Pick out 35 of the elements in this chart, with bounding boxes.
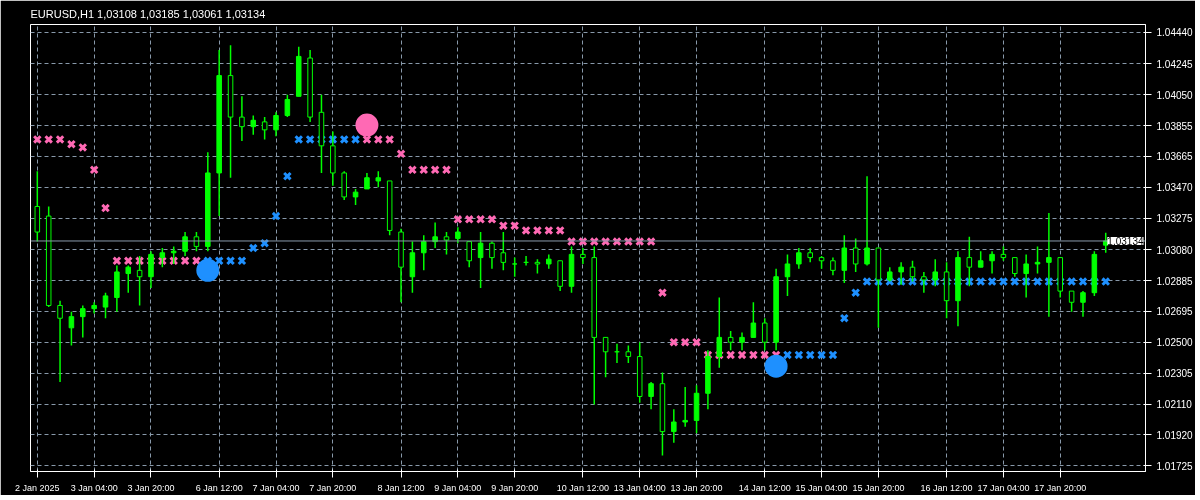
x-tick-label: 9 Jan 20:00	[491, 482, 539, 493]
y-tick-label: 1.03855	[1156, 120, 1194, 132]
y-tick-label: 1.02110	[1156, 399, 1193, 411]
y-tick-label: 1.02500	[1156, 337, 1194, 349]
y-tick-label: 1.03275	[1156, 213, 1194, 225]
y-tick-label: 1.03665	[1156, 151, 1194, 163]
x-tick-label: 8 Jan 12:00	[377, 482, 425, 493]
ref-line-label: 1.03134	[1107, 235, 1144, 247]
x-tick-label: 16 Jan 12:00	[920, 482, 973, 493]
y-tick-label: 1.02305	[1156, 368, 1194, 380]
y-tick-label: 1.02695	[1156, 306, 1194, 318]
x-tick-label: 3 Jan 04:00	[70, 482, 118, 493]
y-tick-label: 1.04440	[1156, 27, 1194, 39]
y-tick-label: 1.03470	[1156, 182, 1194, 194]
x-tick-label: 6 Jan 12:00	[195, 482, 243, 493]
chart-title: EURUSD,H1 1,03108 1,03185 1,03061 1,03134	[30, 7, 266, 20]
x-tick-label: 13 Jan 04:00	[613, 482, 666, 493]
x-tick-label: 7 Jan 20:00	[309, 482, 357, 493]
x-tick-label: 2 Jan 2025	[15, 482, 60, 493]
y-tick-label: 1.04050	[1156, 89, 1194, 101]
x-tick-label: 15 Jan 20:00	[852, 482, 905, 493]
y-tick-label: 1.02885	[1156, 275, 1194, 287]
x-tick-label: 17 Jan 20:00	[1034, 482, 1087, 493]
x-tick-label: 14 Jan 12:00	[738, 482, 791, 493]
x-tick-label: 7 Jan 04:00	[252, 482, 300, 493]
y-tick-label: 1.01725	[1156, 460, 1194, 472]
x-tick-label: 15 Jan 04:00	[795, 482, 848, 493]
x-tick-label: 9 Jan 04:00	[434, 482, 482, 493]
y-tick-label: 1.04245	[1156, 58, 1194, 70]
x-tick-label: 10 Jan 12:00	[556, 482, 609, 493]
y-tick-label: 1.01920	[1156, 429, 1194, 441]
x-tick-label: 17 Jan 04:00	[977, 482, 1030, 493]
x-tick-label: 3 Jan 20:00	[127, 482, 175, 493]
x-tick-label: 13 Jan 20:00	[670, 482, 723, 493]
y-tick-label: 1.03080	[1156, 244, 1194, 256]
